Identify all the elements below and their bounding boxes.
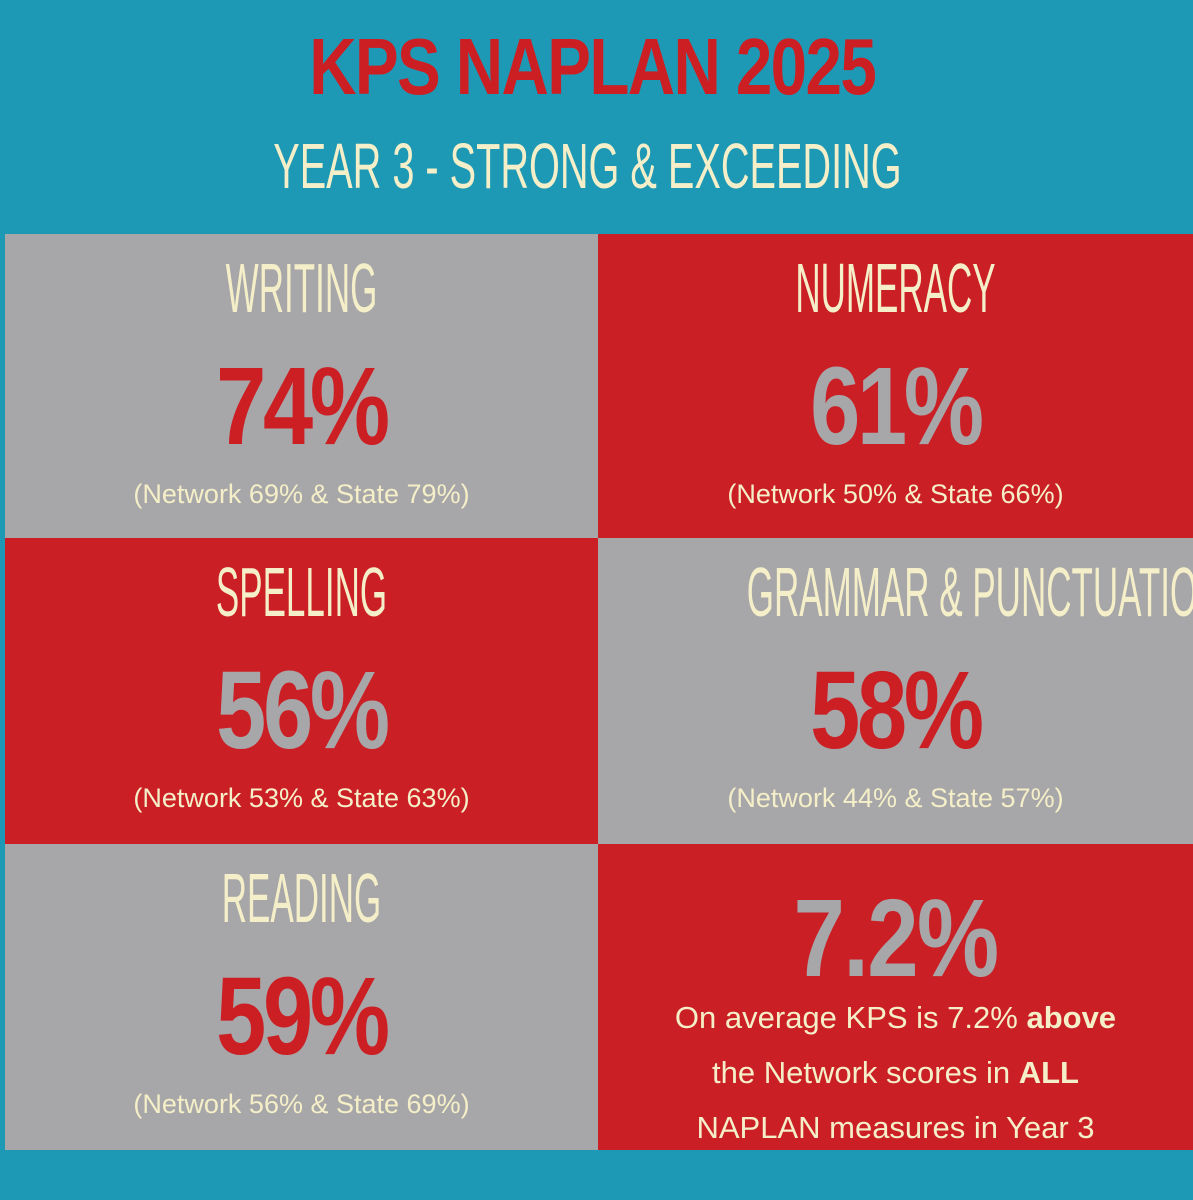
spelling-card: SPELLING 56% (Network 53% & State 63%) [5,538,598,844]
reading-card: READING 59% (Network 56% & State 69%) [5,844,598,1150]
summary-percent: 7.2% [793,877,1000,1000]
subject-label: WRITING [225,249,378,327]
summary-line-2-bold: ALL [1018,1055,1079,1090]
summary-card: 7.2% On average KPS is 7.2% above the Ne… [598,844,1193,1150]
subject-percent: 61% [810,345,984,468]
summary-line-1-text: On average KPS is 7.2% [674,1000,1027,1035]
summary-line-1-bold: above [1026,1000,1117,1035]
footer-banner [0,1150,1193,1200]
comparison-text: (Network 50% & State 66%) [727,479,1064,509]
comparison-text: (Network 56% & State 69%) [133,1089,470,1119]
subject-label: GRAMMAR & PUNCTUATION [746,553,1193,631]
subject-label: NUMERACY [795,249,996,327]
subject-label: READING [221,859,382,937]
page-subtitle: YEAR 3 - STRONG & EXCEEDING [273,130,902,202]
subject-percent: 58% [810,649,984,772]
summary-line-2-text: the Network scores in [712,1055,1019,1090]
comparison-text: (Network 44% & State 57%) [727,783,1064,813]
numeracy-card: NUMERACY 61% (Network 50% & State 66%) [598,234,1193,538]
summary-line-2: the Network scores in ALL [598,1045,1193,1100]
subject-percent: 56% [216,649,390,772]
subject-label: SPELLING [215,553,388,631]
summary-line-1: On average KPS is 7.2% above [598,990,1193,1045]
summary-text: On average KPS is 7.2% above the Network… [598,990,1193,1155]
comparison-text: (Network 69% & State 79%) [133,479,470,509]
writing-card: WRITING 74% (Network 69% & State 79%) [5,234,598,538]
grammar-punctuation-card: GRAMMAR & PUNCTUATION 58% (Network 44% &… [598,538,1193,844]
page-title: KPS NAPLAN 2025 [309,22,877,111]
header-banner: KPS NAPLAN 2025 YEAR 3 - STRONG & EXCEED… [0,0,1193,234]
subject-percent: 74% [216,345,390,468]
subject-percent: 59% [216,955,390,1078]
results-grid: WRITING 74% (Network 69% & State 79%) NU… [5,234,1193,1150]
comparison-text: (Network 53% & State 63%) [133,783,470,813]
summary-line-3: NAPLAN measures in Year 3 [696,1110,1095,1145]
